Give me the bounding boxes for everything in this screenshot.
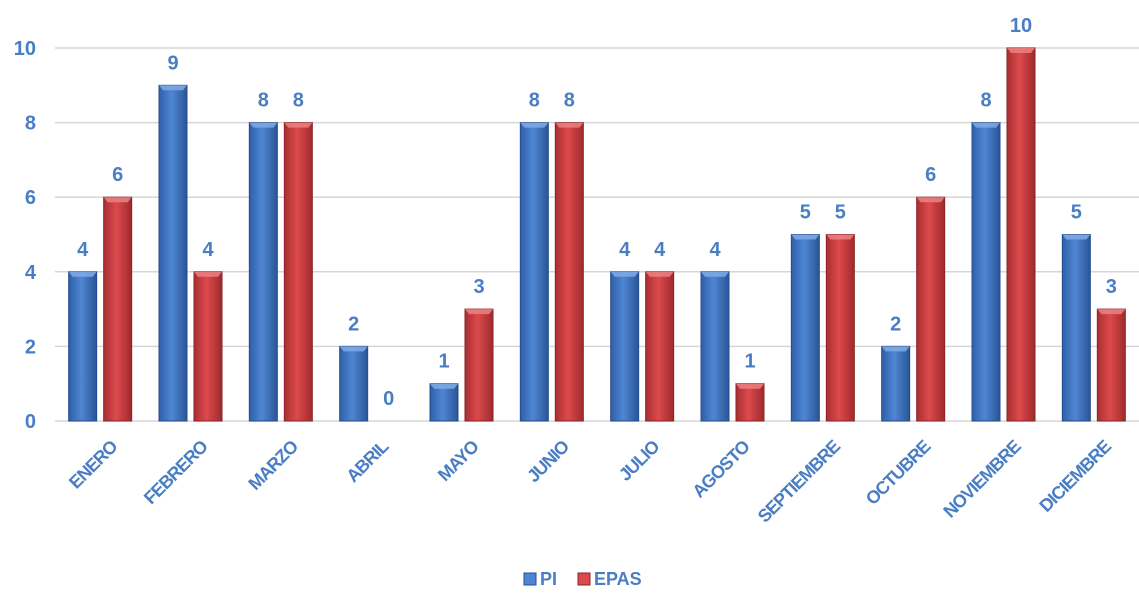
bar-pi-diciembre — [1061, 234, 1091, 422]
bar-top-epas-diciembre — [1097, 309, 1126, 315]
bar-top-pi-octubre — [881, 346, 910, 352]
x-tick-label: MARZO — [244, 436, 302, 494]
bar-top-epas-octubre — [916, 197, 945, 203]
y-tick-label: 8 — [25, 113, 36, 135]
data-label-epas-agosto: 1 — [744, 351, 755, 373]
bar-epas-febrero — [193, 271, 223, 422]
data-label-pi-octubre: 2 — [890, 313, 901, 335]
y-axis: 0 2 4 6 8 10 — [14, 38, 37, 433]
bar-top-pi-julio — [610, 271, 639, 277]
data-label-pi-septiembre: 5 — [800, 202, 811, 224]
bar-pi-noviembre — [971, 122, 1001, 422]
bar-pi-junio — [519, 122, 549, 422]
data-label-pi-enero: 4 — [77, 239, 89, 261]
bar-top-epas-enero — [103, 197, 132, 203]
bar-top-pi-septiembre — [791, 234, 820, 240]
bars — [68, 47, 1126, 422]
bar-top-epas-noviembre — [1007, 48, 1035, 53]
x-tick-label: ABRIL — [342, 436, 392, 486]
data-label-epas-diciembre: 3 — [1106, 276, 1117, 298]
y-tick-label: 4 — [25, 262, 37, 284]
bar-top-pi-enero — [68, 271, 97, 277]
bar-epas-enero — [103, 196, 133, 422]
x-tick-label: FEBRERO — [140, 436, 212, 508]
data-label-pi-noviembre: 8 — [980, 90, 991, 112]
data-label-pi-marzo: 8 — [258, 90, 269, 112]
bar-top-epas-mayo — [465, 309, 493, 315]
legend: PI EPAS — [523, 569, 642, 589]
legend-swatch-epas — [577, 572, 591, 586]
y-tick-label: 0 — [25, 411, 36, 433]
x-tick-label: AGOSTO — [688, 436, 754, 502]
bar-top-pi-mayo — [430, 383, 458, 389]
data-label-epas-julio: 4 — [654, 239, 666, 261]
bar-epas-octubre — [916, 196, 946, 422]
bar-epas-septiembre — [825, 234, 855, 422]
bar-top-pi-noviembre — [972, 122, 1000, 128]
x-tick-label: ENERO — [65, 436, 122, 493]
data-label-pi-junio: 8 — [529, 90, 540, 112]
x-axis: ENERO FEBRERO MARZO ABRIL MAYO JUNIO JULIO AGOS… — [65, 436, 1115, 527]
y-tick-label: 10 — [14, 38, 36, 60]
data-label-pi-mayo: 1 — [438, 351, 449, 373]
data-label-pi-diciembre: 5 — [1071, 202, 1082, 224]
bar-top-pi-agosto — [701, 271, 729, 277]
x-tick-label: MAYO — [434, 436, 483, 485]
bar-epas-diciembre — [1096, 308, 1126, 422]
bar-top-pi-marzo — [249, 122, 278, 128]
bar-epas-noviembre — [1006, 47, 1036, 422]
bar-epas-mayo — [464, 308, 494, 422]
x-tick-label: OCTUBRE — [862, 436, 935, 509]
bar-pi-febrero — [158, 84, 188, 422]
bar-pi-agosto — [700, 271, 730, 422]
x-tick-label: JUNIO — [523, 436, 573, 486]
data-label-pi-febrero: 9 — [167, 52, 178, 74]
data-label-epas-noviembre: 10 — [1010, 15, 1032, 37]
bar-pi-septiembre — [790, 234, 820, 422]
data-label-pi-abril: 2 — [348, 313, 359, 335]
data-label-epas-septiembre: 5 — [835, 202, 846, 224]
bar-top-pi-febrero — [159, 85, 187, 91]
y-tick-label: 6 — [25, 187, 36, 209]
bar-top-pi-abril — [339, 346, 368, 352]
bar-epas-junio — [554, 122, 584, 422]
data-label-pi-julio: 4 — [619, 239, 631, 261]
bar-epas-julio — [645, 271, 675, 422]
data-labels: 4 6 9 4 8 8 2 0 1 3 8 8 4 4 4 1 5 5 2 6 8 10 5 3 — [77, 15, 1117, 410]
data-label-epas-abril: 0 — [383, 388, 394, 410]
bar-top-epas-marzo — [284, 122, 313, 128]
bar-pi-julio — [610, 271, 640, 422]
data-label-epas-mayo: 3 — [473, 276, 484, 298]
bar-epas-agosto — [735, 383, 765, 422]
bar-epas-marzo — [283, 122, 313, 422]
bar-top-epas-agosto — [736, 383, 764, 389]
data-label-epas-octubre: 6 — [925, 164, 936, 186]
data-label-epas-enero: 6 — [112, 164, 123, 186]
legend-label-epas: EPAS — [594, 569, 642, 589]
data-label-epas-marzo: 8 — [293, 90, 304, 112]
bar-top-epas-septiembre — [826, 234, 855, 240]
x-tick-label: NOVIEMBRE — [939, 436, 1025, 522]
data-label-epas-febrero: 4 — [202, 239, 214, 261]
bar-pi-enero — [68, 271, 98, 422]
bar-top-epas-febrero — [194, 271, 222, 277]
y-tick-label: 2 — [25, 336, 36, 358]
x-tick-label: JULIO — [615, 436, 664, 485]
data-label-pi-agosto: 4 — [709, 239, 721, 261]
bar-pi-mayo — [429, 383, 459, 422]
x-tick-label: DICIEMBRE — [1035, 436, 1115, 516]
bar-top-pi-diciembre — [1062, 234, 1091, 240]
legend-label-pi: PI — [540, 569, 557, 589]
legend-swatch-pi — [523, 572, 537, 586]
bar-top-epas-junio — [555, 122, 584, 128]
data-label-epas-junio: 8 — [564, 90, 575, 112]
gridlines — [55, 47, 1139, 422]
bar-pi-octubre — [881, 345, 911, 422]
x-tick-label: SEPTIEMBRE — [754, 436, 845, 527]
bar-top-epas-julio — [645, 271, 674, 277]
bar-pi-abril — [339, 345, 369, 422]
bar-pi-marzo — [248, 122, 278, 422]
bar-top-pi-junio — [520, 122, 549, 128]
